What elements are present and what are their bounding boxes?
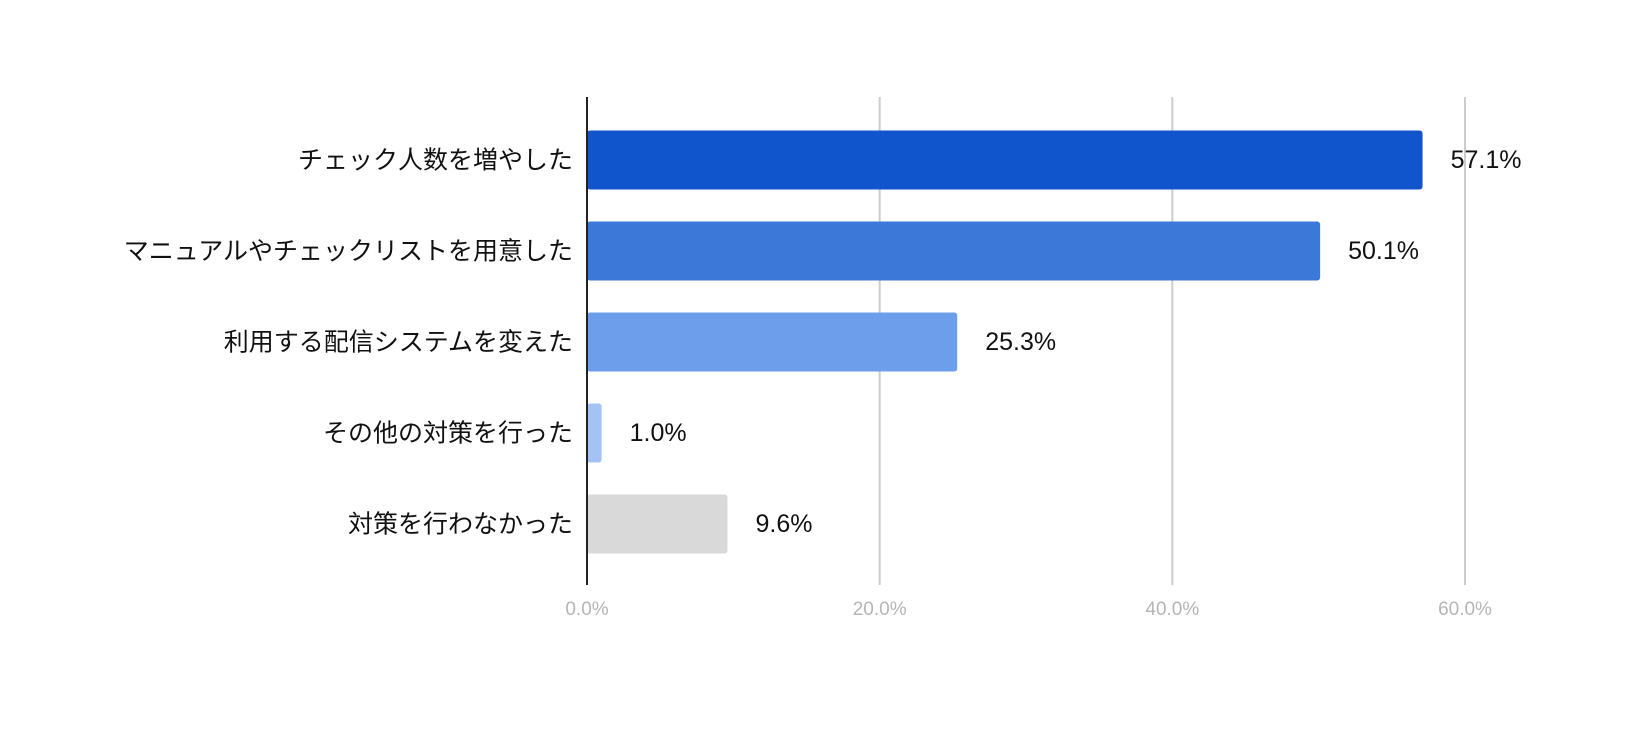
category-label: マニュアルやチェックリストを用意した [124, 237, 573, 266]
bar [587, 403, 602, 463]
x-tick-label: 40.0% [1145, 599, 1199, 620]
category-label: 利用する配信システムを変えた [224, 328, 573, 357]
data-label: 1.0% [630, 419, 687, 447]
value-labels: 57.1% 50.1% 25.3% 1.0% 9.6% [630, 146, 1522, 538]
x-tick-labels: 0.0% 20.0% 40.0% 60.0% [565, 599, 1492, 620]
category-label: チェック人数を増やした [298, 146, 573, 175]
x-tick-label: 60.0% [1438, 599, 1492, 620]
category-label: その他の対策を行った [323, 419, 573, 448]
bar [587, 221, 1321, 281]
category-label: 対策を行わなかった [348, 510, 573, 539]
data-label: 9.6% [755, 510, 812, 538]
x-tick-label: 0.0% [565, 599, 608, 620]
data-label: 25.3% [985, 328, 1056, 356]
x-tick-label: 20.0% [853, 599, 907, 620]
bar [587, 494, 728, 554]
bar [587, 312, 958, 372]
data-label: 50.1% [1348, 237, 1419, 265]
bars [587, 130, 1423, 554]
data-label: 57.1% [1451, 146, 1522, 174]
bar [587, 130, 1423, 190]
category-labels: チェック人数を増やしたマニュアルやチェックリストを用意した利用する配信システムを… [124, 146, 573, 539]
